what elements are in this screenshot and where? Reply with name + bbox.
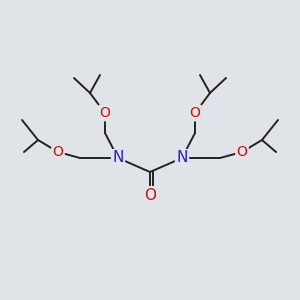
Text: O: O	[144, 188, 156, 202]
Text: N: N	[176, 151, 188, 166]
Text: O: O	[52, 145, 63, 159]
Text: O: O	[100, 106, 110, 120]
Text: O: O	[190, 106, 200, 120]
Text: O: O	[237, 145, 248, 159]
Text: N: N	[112, 151, 124, 166]
